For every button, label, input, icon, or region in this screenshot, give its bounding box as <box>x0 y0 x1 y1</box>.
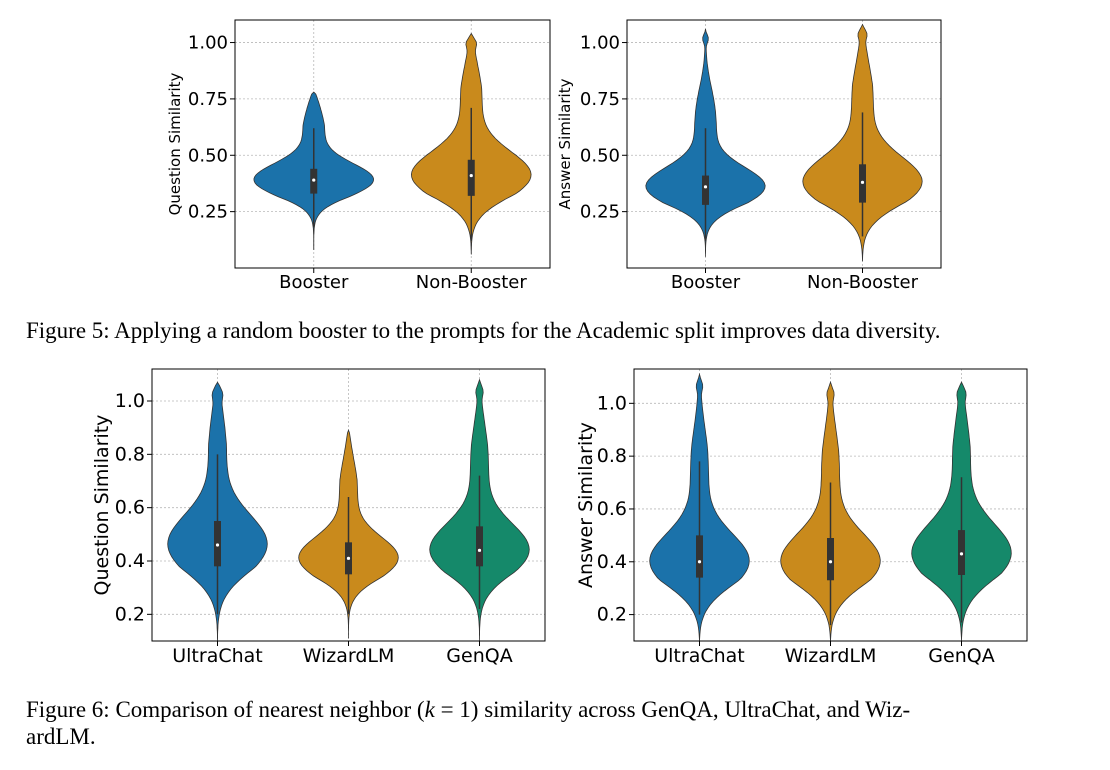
y-tick-label: 1.00 <box>580 33 620 54</box>
x-tick-label: Booster <box>279 272 349 293</box>
y-tick-label: 1.0 <box>115 390 145 412</box>
violin-iqr-box <box>476 526 483 567</box>
y-tick-label: 0.50 <box>580 145 620 166</box>
chart-2: 0.25 0.50 0.75 1.00 Booster Non-Booster Answer… <box>556 19 942 293</box>
x-tick-label: Non-Booster <box>416 272 528 293</box>
violin-median <box>312 178 316 182</box>
violin-median <box>959 552 964 556</box>
x-tick-label: GenQA <box>446 645 512 667</box>
plot-frame <box>626 19 942 269</box>
chart-3: 0.2 0.4 0.6 0.8 1.0 UltraChat WizardLM GenQA Que… <box>91 368 546 667</box>
violin-median <box>469 173 473 178</box>
violin-median <box>860 180 865 184</box>
figure-6-caption-line-1: Figure 6: Comparison of nearest neighbor… <box>26 697 911 722</box>
violin-iqr-box <box>702 175 709 205</box>
violin-median <box>828 560 833 564</box>
x-tick-label: UltraChat <box>172 645 263 667</box>
y-tick-label: 1.00 <box>188 33 228 54</box>
y-tick-label: 0.25 <box>580 202 620 223</box>
y-tick-label: 0.6 <box>597 498 627 520</box>
violin-iqr-box <box>827 538 834 581</box>
y-tick-label: 0.2 <box>597 604 627 626</box>
violin-median <box>477 548 482 552</box>
y-tick-label: 0.8 <box>597 445 627 467</box>
y-tick-label: 0.75 <box>188 89 228 110</box>
y-tick-label: 0.8 <box>115 443 145 465</box>
x-tick-label: UltraChat <box>654 645 745 667</box>
y-axis-label: Answer Similarity <box>575 422 597 588</box>
violin-iqr-box <box>467 159 475 196</box>
chart-1: 0.25 0.50 0.75 1.00 Booster Non-Booster Questi… <box>166 19 551 293</box>
x-tick-label: WizardLM <box>303 645 395 667</box>
plot-frame <box>234 19 551 269</box>
y-axis-label: Answer Similarity <box>556 78 574 209</box>
x-tick-label: Booster <box>671 272 741 293</box>
y-tick-label: 0.25 <box>188 202 228 223</box>
x-tick-label: Non-Booster <box>807 272 919 293</box>
violin-median <box>346 556 351 560</box>
violin-median <box>703 185 708 189</box>
violin-iqr-box <box>696 535 703 578</box>
figure-5-caption: Figure 5: Applying a random booster to t… <box>26 318 941 343</box>
y-tick-label: 0.4 <box>597 551 627 573</box>
y-tick-label: 0.50 <box>188 145 228 166</box>
y-tick-label: 0.6 <box>115 497 145 519</box>
violin-median <box>697 560 702 564</box>
y-tick-label: 0.4 <box>115 550 145 572</box>
figure-6-caption-line-2: ardLM. <box>26 724 96 749</box>
y-axis-label: Question Similarity <box>91 415 113 596</box>
y-tick-label: 1.0 <box>597 392 627 414</box>
y-axis-label: Question Similarity <box>166 72 184 215</box>
violin-median <box>215 543 220 547</box>
x-tick-label: WizardLM <box>785 645 877 667</box>
x-tick-label: GenQA <box>928 645 994 667</box>
chart-4: 0.2 0.4 0.6 0.8 1.0 UltraChat WizardLM GenQA Ans… <box>575 368 1028 667</box>
y-tick-label: 0.75 <box>580 89 620 110</box>
y-tick-label: 0.2 <box>115 603 145 625</box>
